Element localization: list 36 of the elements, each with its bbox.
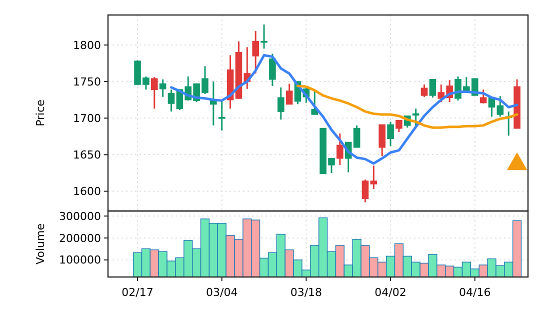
candlestick [277, 86, 284, 120]
y-axis-title: Price [34, 99, 47, 126]
candlestick [336, 132, 344, 166]
candlestick [252, 30, 259, 74]
candlestick [396, 120, 402, 133]
y-tick-label: 1750 [73, 75, 101, 88]
candlestick [370, 164, 378, 190]
x-tick-label: 02/17 [122, 286, 154, 299]
x-tick-label: 03/04 [206, 286, 238, 299]
candlestick [496, 95, 504, 118]
y-tick-label: 100000 [59, 254, 101, 267]
candlestick [429, 78, 436, 98]
candlestick [150, 76, 158, 110]
candlestick [420, 84, 428, 98]
candlestick [269, 53, 276, 87]
candlestick [168, 88, 175, 112]
line-series [170, 54, 518, 165]
x-tick-label: 04/02 [374, 286, 406, 299]
y-tick-label: 1800 [73, 38, 101, 52]
candlestick [480, 88, 487, 104]
x-tick-label: 04/16 [459, 286, 491, 299]
y-tick-label: 1650 [73, 148, 101, 162]
candlestick [159, 78, 166, 98]
candlestick [218, 100, 226, 132]
y-tick-label: 1600 [73, 185, 101, 198]
candlestick [362, 178, 369, 203]
candlestick [378, 124, 386, 157]
candlestick [286, 82, 293, 105]
y-tick-label: 200000 [59, 232, 101, 245]
y-axis-title: Volume [34, 223, 47, 264]
y-tick-label: 1700 [73, 112, 101, 125]
x-tick-label: 03/18 [290, 286, 322, 299]
candlestick [311, 90, 318, 116]
y-tick-label: 300000 [59, 210, 101, 223]
candlestick [260, 24, 268, 50]
candlestick [387, 121, 394, 147]
